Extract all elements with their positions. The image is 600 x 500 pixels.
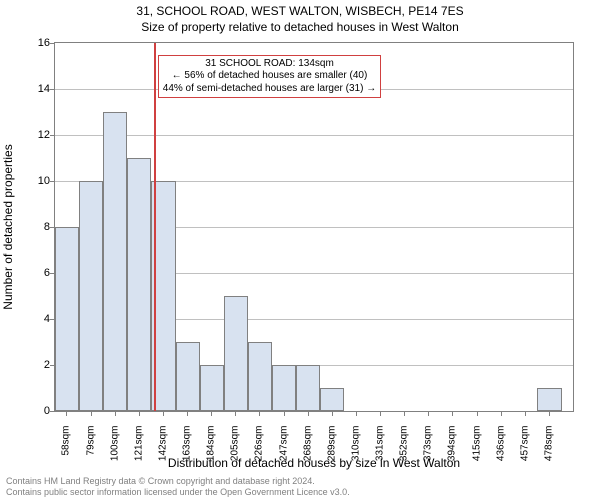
- histogram-bar: [176, 342, 200, 411]
- y-tick-mark: [50, 411, 54, 412]
- x-tick-mark: [235, 412, 236, 416]
- y-tick-mark: [50, 135, 54, 136]
- y-tick-mark: [50, 365, 54, 366]
- footer-line2: Contains public sector information licen…: [6, 487, 350, 498]
- y-tick-mark: [50, 227, 54, 228]
- x-tick-mark: [259, 412, 260, 416]
- histogram-bar: [248, 342, 272, 411]
- y-tick-mark: [50, 273, 54, 274]
- y-axis-label: Number of detached properties: [1, 144, 15, 309]
- title-block: 31, SCHOOL ROAD, WEST WALTON, WISBECH, P…: [0, 0, 600, 35]
- gridline-h: [55, 135, 573, 136]
- x-tick-mark: [428, 412, 429, 416]
- chart-subtitle: Size of property relative to detached ho…: [0, 20, 600, 36]
- y-tick-label: 6: [34, 267, 50, 279]
- y-tick-mark: [50, 43, 54, 44]
- x-tick-mark: [91, 412, 92, 416]
- chart-container: 31, SCHOOL ROAD, WEST WALTON, WISBECH, P…: [0, 0, 600, 500]
- histogram-bar: [55, 227, 79, 411]
- y-tick-label: 16: [34, 37, 50, 49]
- y-tick-mark: [50, 181, 54, 182]
- x-tick-mark: [115, 412, 116, 416]
- x-tick-mark: [477, 412, 478, 416]
- y-tick-label: 10: [34, 175, 50, 187]
- x-tick-mark: [284, 412, 285, 416]
- histogram-bar: [200, 365, 224, 411]
- annotation-box: 31 SCHOOL ROAD: 134sqm← 56% of detached …: [158, 55, 381, 99]
- histogram-bar: [127, 158, 151, 411]
- footer-attribution: Contains HM Land Registry data © Crown c…: [6, 476, 350, 498]
- histogram-bar: [320, 388, 344, 411]
- footer-line1: Contains HM Land Registry data © Crown c…: [6, 476, 350, 487]
- y-tick-label: 0: [34, 405, 50, 417]
- histogram-bar: [272, 365, 296, 411]
- x-tick-mark: [211, 412, 212, 416]
- y-tick-mark: [50, 319, 54, 320]
- x-tick-mark: [380, 412, 381, 416]
- property-marker-line: [154, 43, 156, 411]
- annotation-line3: 44% of semi-detached houses are larger (…: [163, 83, 376, 96]
- x-tick-mark: [139, 412, 140, 416]
- y-tick-label: 4: [34, 313, 50, 325]
- plot-area: 31 SCHOOL ROAD: 134sqm← 56% of detached …: [54, 42, 574, 412]
- x-tick-mark: [404, 412, 405, 416]
- y-tick-label: 8: [34, 221, 50, 233]
- x-tick-mark: [501, 412, 502, 416]
- x-tick-mark: [163, 412, 164, 416]
- histogram-bar: [537, 388, 561, 411]
- x-tick-mark: [356, 412, 357, 416]
- histogram-bar: [79, 181, 103, 411]
- y-tick-mark: [50, 89, 54, 90]
- x-tick-mark: [308, 412, 309, 416]
- y-tick-label: 12: [34, 129, 50, 141]
- x-tick-mark: [66, 412, 67, 416]
- annotation-line2: ← 56% of detached houses are smaller (40…: [163, 70, 376, 83]
- x-tick-mark: [332, 412, 333, 416]
- y-tick-label: 2: [34, 359, 50, 371]
- annotation-line1: 31 SCHOOL ROAD: 134sqm: [163, 58, 376, 71]
- histogram-bar: [103, 112, 127, 411]
- y-tick-label: 14: [34, 83, 50, 95]
- histogram-bar: [224, 296, 248, 411]
- x-axis-label: Distribution of detached houses by size …: [54, 456, 574, 470]
- x-tick-mark: [187, 412, 188, 416]
- x-tick-mark: [452, 412, 453, 416]
- chart-supertitle: 31, SCHOOL ROAD, WEST WALTON, WISBECH, P…: [0, 4, 600, 20]
- x-tick-mark: [549, 412, 550, 416]
- histogram-bar: [296, 365, 320, 411]
- x-tick-mark: [525, 412, 526, 416]
